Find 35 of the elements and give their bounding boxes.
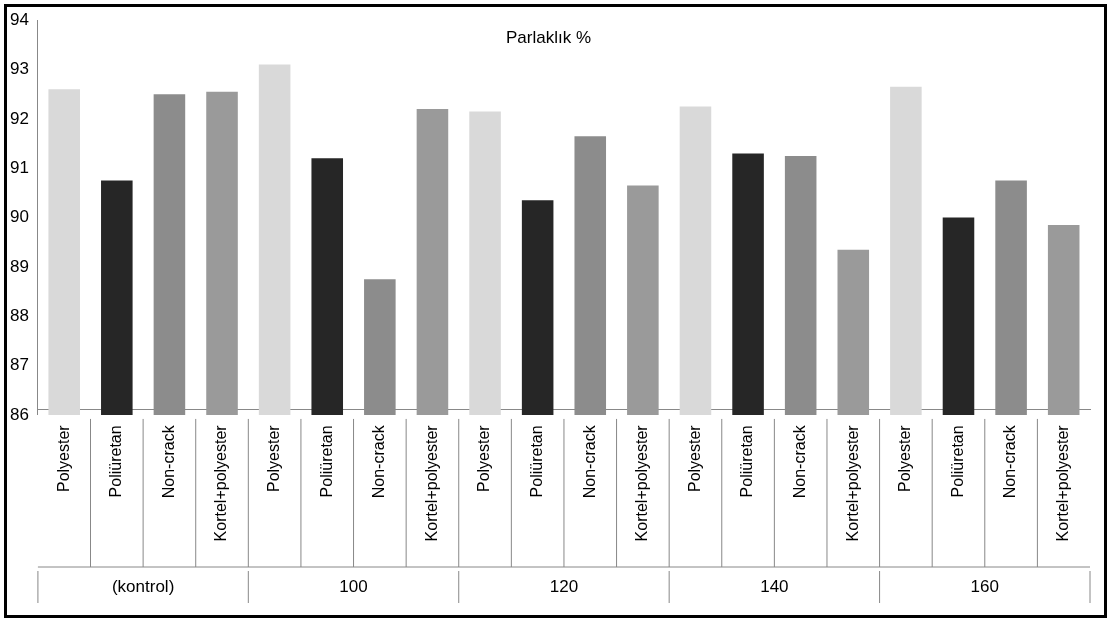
text: 140 bbox=[760, 576, 789, 596]
x-tick-label: Kortel+polyester bbox=[212, 424, 230, 542]
x-tick-label: Kortel+polyester bbox=[843, 424, 861, 542]
x-tick-label: Poliüretan bbox=[317, 425, 335, 498]
y-tick-label: 92 bbox=[9, 108, 29, 128]
y-tick-label: 89 bbox=[9, 256, 29, 276]
y-tick-label: 91 bbox=[9, 157, 29, 177]
x-tick-label: Non-crack bbox=[791, 424, 809, 499]
y-tick-label: 86 bbox=[9, 404, 29, 424]
x-tick-label: Non-crack bbox=[1001, 424, 1019, 499]
x-tick-label: Non-crack bbox=[159, 424, 177, 499]
x-tick-label: Polyester bbox=[685, 424, 703, 493]
x-tick-label: Poliüretan bbox=[738, 425, 756, 498]
x-tick-label: Poliüretan bbox=[528, 425, 546, 498]
y-tick-label: 90 bbox=[9, 207, 29, 227]
y-tick-label: 94 bbox=[9, 9, 29, 29]
text: 120 bbox=[549, 576, 579, 596]
text: 160 bbox=[970, 576, 999, 596]
text: 100 bbox=[339, 576, 368, 596]
x-tick-label: Poliüretan bbox=[948, 425, 966, 498]
x-tick-label: Poliüretan bbox=[107, 425, 125, 498]
y-tick-label: 88 bbox=[9, 305, 29, 325]
text: Parlaklık % bbox=[505, 28, 592, 48]
x-tick-label: Kortel+polyester bbox=[1054, 424, 1072, 542]
y-tick-label: 87 bbox=[9, 355, 29, 375]
x-tick-label: Kortel+polyester bbox=[422, 424, 440, 542]
x-tick-label: Kortel+polyester bbox=[633, 424, 651, 542]
x-tick-label: Polyester bbox=[475, 424, 493, 493]
x-tick-label: Non-crack bbox=[580, 424, 598, 499]
x-tick-label: Polyester bbox=[265, 424, 283, 493]
x-tick-label: Polyester bbox=[54, 424, 72, 493]
x-tick-label: Non-crack bbox=[370, 424, 388, 499]
text: (kontrol) bbox=[111, 576, 175, 596]
x-tick-label: Polyester bbox=[896, 424, 914, 493]
y-tick-label: 93 bbox=[9, 59, 29, 79]
